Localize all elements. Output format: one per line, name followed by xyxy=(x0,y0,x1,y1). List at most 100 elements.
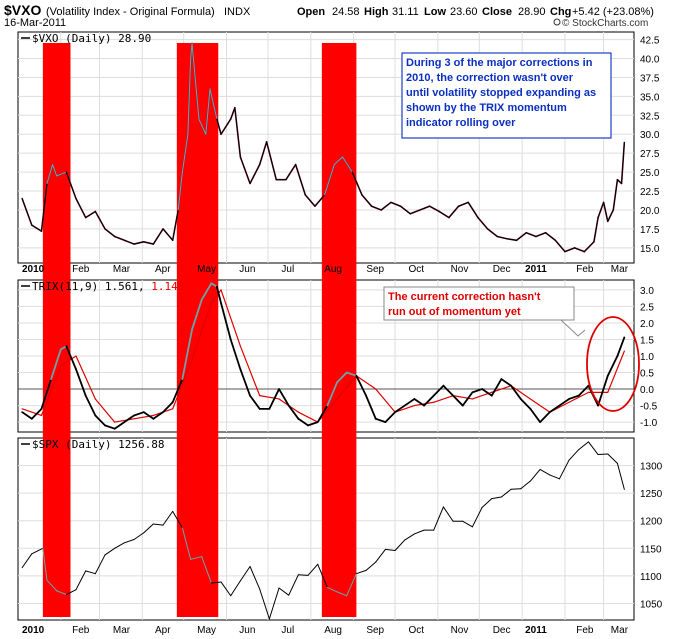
series-segment xyxy=(190,556,203,560)
x-tick-label: Aug xyxy=(324,625,342,636)
blue-annotation-line: until volatility stopped expanding as xyxy=(406,87,596,99)
series-segment xyxy=(333,156,344,166)
series-segment xyxy=(336,591,348,597)
x-tick-label: Dec xyxy=(493,264,511,275)
series-segment xyxy=(171,378,184,404)
x-tick-label: Nov xyxy=(451,264,469,275)
series-segment xyxy=(597,374,609,407)
vxo-legend-text: $VXO (Daily) 28.90 xyxy=(32,32,151,45)
series-segment xyxy=(500,488,512,498)
y-tick-label: 1300 xyxy=(640,462,663,473)
series-segment xyxy=(162,401,174,414)
low-value: 23.60 xyxy=(450,6,478,18)
series-segment xyxy=(433,395,454,403)
series-segment xyxy=(496,235,508,240)
series-segment xyxy=(583,241,595,253)
chg-label: Chg xyxy=(550,6,571,18)
series-segment xyxy=(577,384,590,397)
series-segment xyxy=(123,239,135,245)
close-label: Close xyxy=(482,6,512,18)
series-segment xyxy=(336,371,348,384)
series-segment xyxy=(172,510,183,529)
series-segment xyxy=(216,118,222,135)
series-segment xyxy=(60,355,77,367)
series-segment xyxy=(65,171,77,200)
series-segment xyxy=(520,480,531,490)
series-segment xyxy=(471,388,483,394)
series-segment xyxy=(375,388,396,413)
series-segment xyxy=(448,205,460,219)
series-segment xyxy=(94,210,106,230)
stockcharts-logo-icon xyxy=(553,18,561,26)
series-segment xyxy=(181,527,192,560)
series-segment xyxy=(123,538,135,544)
y-tick-label: 22.5 xyxy=(640,187,660,198)
series-segment xyxy=(616,179,623,185)
red-annotation-line: run out of momentum yet xyxy=(388,306,521,318)
series-segment xyxy=(404,533,415,541)
series-segment xyxy=(162,228,174,241)
trix-legend-text: TRIX(11,9) 1.561, 1.148 xyxy=(32,280,184,293)
series-segment xyxy=(200,282,213,301)
series-segment xyxy=(191,302,212,360)
series-segment xyxy=(597,453,609,456)
series-segment xyxy=(65,589,77,596)
series-segment xyxy=(268,587,280,620)
series-segment xyxy=(278,388,290,407)
series-segment xyxy=(181,133,189,173)
chart-symbol: $VXO xyxy=(4,2,41,18)
series-segment xyxy=(94,398,116,423)
series-segment xyxy=(593,217,599,243)
series-segment xyxy=(210,289,222,304)
series-segment xyxy=(114,235,125,241)
series-segment xyxy=(355,374,367,397)
red-annotation-line: The current correction hasn't xyxy=(388,291,541,303)
series-segment xyxy=(413,401,435,407)
series-segment xyxy=(172,209,179,241)
series-segment xyxy=(123,414,135,423)
y-tick-label: 2.5 xyxy=(640,302,654,313)
high-label: High xyxy=(364,6,389,18)
series-segment xyxy=(491,496,502,500)
highlight-periods xyxy=(42,43,357,617)
series-segment xyxy=(31,547,44,555)
series-segment xyxy=(40,182,48,232)
series-segment xyxy=(31,224,43,232)
x-tick-label: Feb xyxy=(72,625,90,636)
series-segment xyxy=(345,371,358,377)
series-segment xyxy=(56,171,67,177)
series-segment xyxy=(285,163,297,181)
series-segment xyxy=(84,394,97,417)
series-segment xyxy=(438,210,450,219)
series-segment xyxy=(239,566,251,582)
series-segment xyxy=(578,441,589,451)
series-segment xyxy=(336,375,357,400)
x-tick-label: Mar xyxy=(113,264,131,275)
series-segment xyxy=(230,580,241,597)
series-segment xyxy=(51,163,58,177)
series-segment xyxy=(191,298,203,331)
series-segment xyxy=(46,163,54,185)
series-segment xyxy=(568,391,590,403)
series-segment xyxy=(433,506,444,531)
series-segment xyxy=(324,163,335,196)
x-tick-label: Oct xyxy=(408,625,424,636)
series-segment xyxy=(114,418,135,423)
x-tick-label: Feb xyxy=(576,625,594,636)
series-segment xyxy=(458,201,469,207)
series-segment xyxy=(259,395,280,400)
trix-legend-signal: 1.148 xyxy=(151,280,184,293)
series-segment xyxy=(210,282,218,288)
blue-annotation-line: indicator rolling over xyxy=(406,117,516,129)
y-tick-label: 0.0 xyxy=(640,385,654,396)
series-segment xyxy=(568,449,580,461)
series-segment xyxy=(500,378,512,387)
series-segment xyxy=(104,228,116,238)
y-tick-label: -1.0 xyxy=(640,418,658,429)
series-segment xyxy=(394,404,406,414)
series-segment xyxy=(558,398,570,407)
series-segment xyxy=(177,171,183,211)
series-segment xyxy=(564,247,576,253)
series-segment xyxy=(288,574,299,596)
series-segment xyxy=(59,345,68,351)
